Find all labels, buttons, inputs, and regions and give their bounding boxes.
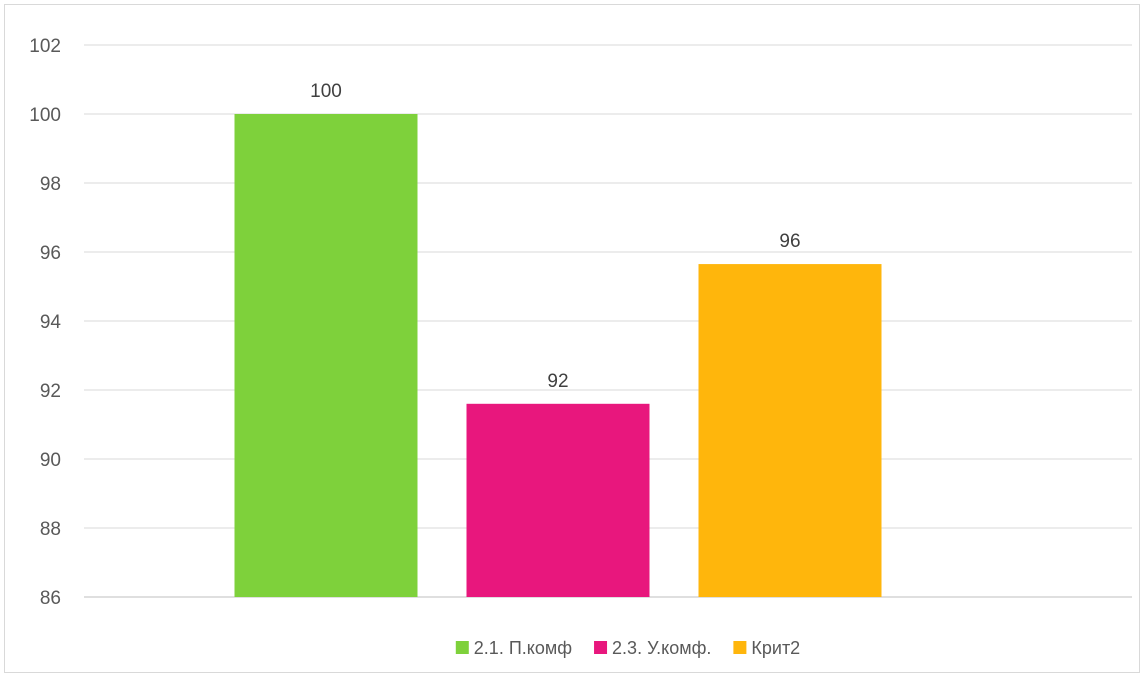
y-axis-tick-labels: 86 88 90 92 94 96 98 100 102 [29,36,61,609]
y-tick-label: 88 [40,519,61,540]
y-tick-label: 102 [29,36,61,57]
bar-chart: 86 88 90 92 94 96 98 100 102 100 92 96 2.1. П.комф… [29,36,1132,658]
legend-swatch [455,641,469,654]
y-tick-label: 86 [40,588,61,609]
data-label: 100 [310,81,342,102]
y-tick-label: 98 [40,174,61,195]
legend-entry: 2.1. П.комф [474,638,572,658]
data-label: 92 [547,371,568,392]
legend-entry: 2.3. У.комф. [612,638,711,658]
y-tick-label: 100 [29,105,61,126]
data-label: 96 [779,231,800,252]
data-labels: 100 92 96 [310,81,800,392]
bar [234,114,418,597]
legend-entry: Крит2 [751,638,800,658]
legend-swatch [733,641,747,654]
legend-swatch [594,641,608,654]
y-tick-label: 96 [40,243,61,264]
y-tick-label: 94 [40,312,62,333]
y-tick-label: 92 [40,381,61,402]
bar [698,264,882,597]
bars [234,114,882,597]
bar [466,403,650,597]
y-tick-label: 90 [40,450,61,471]
chart-frame: 86 88 90 92 94 96 98 100 102 100 92 96 2.1. П.комф… [4,4,1140,673]
legend: 2.1. П.комф 2.3. У.комф. Крит2 [455,638,800,658]
